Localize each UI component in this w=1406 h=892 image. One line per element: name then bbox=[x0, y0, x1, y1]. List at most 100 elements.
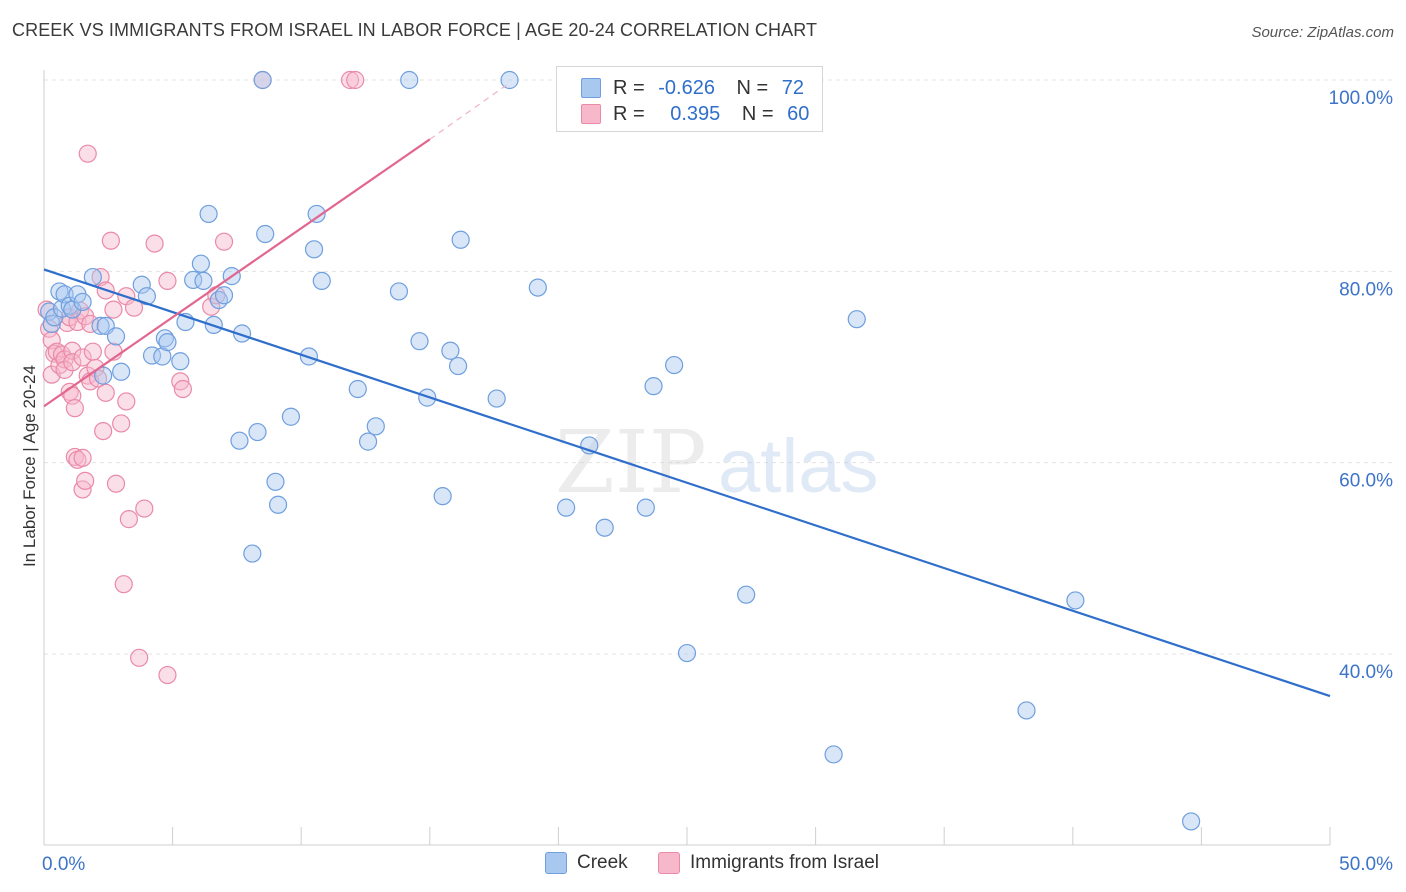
y-tick-label: 80.0% bbox=[1339, 279, 1393, 300]
data-point bbox=[346, 70, 365, 90]
data-point bbox=[158, 333, 177, 352]
data-point bbox=[91, 267, 110, 287]
data-point bbox=[1182, 812, 1201, 831]
data-point bbox=[433, 487, 452, 506]
data-point bbox=[47, 342, 66, 361]
data-point bbox=[253, 70, 272, 90]
data-point bbox=[119, 510, 138, 529]
data-point bbox=[199, 204, 218, 224]
watermark-atlas: atlas bbox=[718, 424, 879, 509]
data-point bbox=[73, 348, 92, 367]
n-label: N = bbox=[741, 103, 774, 125]
data-point bbox=[106, 327, 126, 346]
data-point bbox=[824, 745, 843, 764]
x-tick-label-min: 0.0% bbox=[42, 854, 85, 875]
data-point bbox=[94, 366, 113, 385]
data-point bbox=[340, 70, 360, 90]
data-point bbox=[73, 448, 92, 467]
data-point bbox=[644, 377, 663, 396]
creek-n-value: 72 bbox=[781, 77, 805, 99]
legend-israel-text: R = 0.395 N = 60 bbox=[613, 103, 809, 126]
data-point bbox=[37, 300, 56, 319]
legend-creek-text: R = -0.626 N = 72 bbox=[613, 77, 804, 100]
source-label: Source: ZipAtlas.com bbox=[1251, 24, 1394, 41]
israel-r-value: 0.395 bbox=[670, 103, 721, 125]
data-point bbox=[500, 70, 519, 90]
data-point bbox=[135, 499, 154, 518]
creek-trend-line bbox=[43, 268, 1331, 698]
data-point bbox=[145, 234, 164, 253]
data-point bbox=[448, 356, 468, 376]
data-point bbox=[112, 362, 131, 381]
data-point bbox=[94, 421, 113, 441]
data-point bbox=[528, 278, 547, 297]
data-point bbox=[595, 518, 614, 537]
israel-legend-label: Immigrants from Israel bbox=[690, 852, 879, 873]
israel-n-value: 60 bbox=[787, 103, 810, 125]
data-point bbox=[737, 585, 756, 604]
israel-trend-extension bbox=[429, 84, 508, 140]
data-point bbox=[132, 275, 151, 294]
axes bbox=[43, 70, 1331, 846]
data-point bbox=[96, 383, 115, 402]
data-point bbox=[65, 399, 84, 418]
trend-lines bbox=[43, 84, 1331, 698]
data-point bbox=[487, 389, 506, 408]
data-point bbox=[91, 316, 110, 335]
data-point bbox=[348, 379, 367, 399]
data-point bbox=[112, 414, 131, 433]
data-point bbox=[76, 471, 95, 490]
data-point bbox=[312, 271, 331, 290]
data-point bbox=[171, 352, 190, 371]
data-point bbox=[214, 286, 234, 305]
data-point bbox=[451, 230, 470, 249]
data-point bbox=[389, 282, 409, 301]
y-tick-label: 40.0% bbox=[1339, 662, 1393, 683]
israel-points bbox=[37, 70, 365, 685]
data-point bbox=[130, 648, 149, 667]
data-point bbox=[194, 271, 213, 290]
x-tick-label-max: 50.0% bbox=[1339, 854, 1393, 875]
creek-swatch bbox=[581, 78, 601, 98]
data-point bbox=[557, 498, 576, 517]
data-point bbox=[400, 70, 419, 90]
data-point bbox=[55, 360, 74, 379]
data-point bbox=[55, 285, 74, 304]
data-point bbox=[1017, 701, 1036, 720]
data-point bbox=[65, 447, 84, 467]
data-point bbox=[665, 355, 684, 375]
data-point bbox=[410, 332, 429, 351]
data-point bbox=[114, 575, 133, 594]
r-label: R = bbox=[613, 103, 645, 125]
creek-points bbox=[40, 70, 1201, 831]
correlation-legend: R = -0.626 N = 72 R = 0.395 N = 60 bbox=[556, 66, 823, 132]
data-point bbox=[45, 344, 64, 363]
data-point bbox=[78, 144, 97, 163]
gridlines bbox=[44, 79, 1392, 655]
data-point bbox=[153, 347, 172, 366]
data-point bbox=[266, 472, 285, 491]
israel-legend-swatch bbox=[658, 852, 680, 874]
data-point bbox=[256, 224, 275, 244]
israel-swatch bbox=[581, 104, 601, 124]
data-point bbox=[63, 353, 82, 372]
data-point bbox=[268, 495, 288, 514]
data-point bbox=[106, 474, 126, 493]
data-point bbox=[42, 331, 61, 350]
data-point bbox=[214, 232, 234, 251]
data-point bbox=[83, 342, 102, 361]
y-axis-label: In Labor Force | Age 20-24 bbox=[20, 365, 39, 567]
data-point bbox=[636, 498, 655, 517]
data-point bbox=[158, 271, 177, 290]
data-point bbox=[243, 544, 262, 563]
data-point bbox=[441, 341, 460, 360]
creek-r-value: -0.626 bbox=[658, 77, 715, 99]
israel-trend-line bbox=[43, 138, 431, 408]
data-point bbox=[304, 240, 324, 259]
data-point bbox=[230, 431, 249, 450]
data-point bbox=[281, 407, 301, 426]
r-label: R = bbox=[613, 77, 645, 99]
y-tick-label: 60.0% bbox=[1339, 471, 1393, 492]
data-point bbox=[358, 432, 378, 451]
